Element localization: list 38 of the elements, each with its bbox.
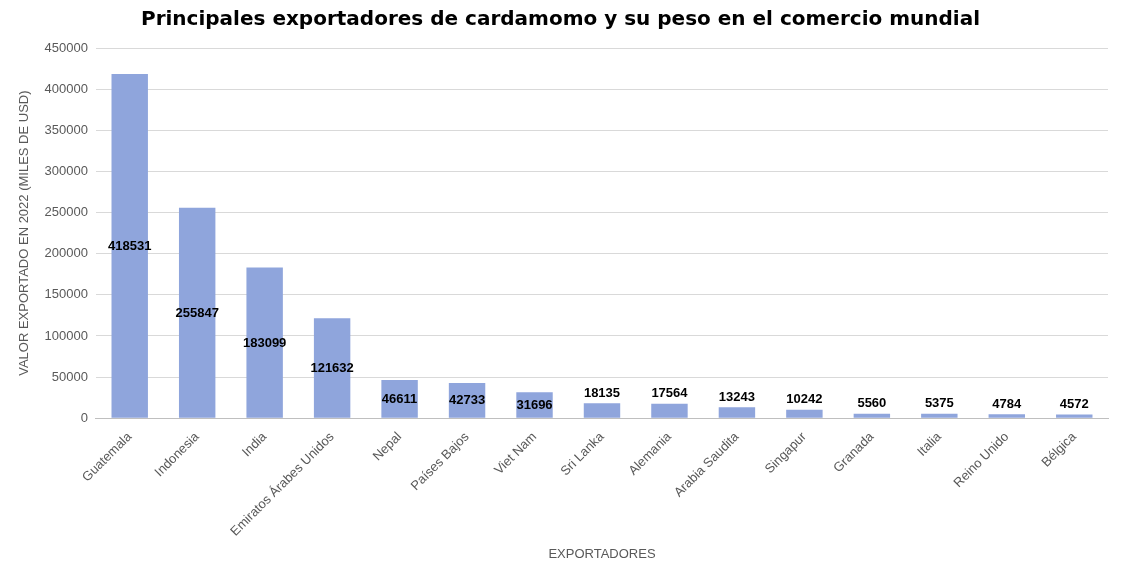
y-tick-label: 300000 bbox=[44, 163, 88, 178]
data-label: 121632 bbox=[310, 359, 354, 375]
data-label: 5560 bbox=[857, 395, 887, 411]
x-tick-label: Italia bbox=[913, 428, 945, 459]
y-tick-label: 400000 bbox=[44, 80, 88, 96]
y-tick-label: 50000 bbox=[51, 368, 88, 384]
y-tick-label: 0 bbox=[80, 409, 88, 425]
data-label: 18135 bbox=[583, 384, 621, 400]
bar bbox=[651, 403, 688, 418]
y-axis-title: VALOR EXPORTADO EN 2022 (MILES DE USD) bbox=[16, 90, 32, 376]
y-tick-label: 100000 bbox=[44, 327, 88, 343]
bar bbox=[786, 409, 823, 418]
data-label: 5375 bbox=[924, 395, 954, 411]
data-label: 42733 bbox=[448, 392, 486, 408]
bar bbox=[718, 407, 756, 418]
data-label: 183099 bbox=[242, 334, 287, 350]
data-label: 4784 bbox=[992, 395, 1023, 411]
data-label: 255847 bbox=[175, 304, 219, 320]
data-label: 13243 bbox=[718, 388, 755, 404]
bar bbox=[853, 413, 891, 418]
data-label: 4572 bbox=[1059, 396, 1089, 412]
bar bbox=[921, 413, 958, 418]
chart-title: Principales exportadores de cardamomo y su peso en el comercio mundial bbox=[140, 6, 981, 31]
y-tick-label: 200000 bbox=[44, 245, 88, 261]
data-label: 418531 bbox=[108, 237, 152, 253]
data-label: 17564 bbox=[651, 385, 689, 401]
x-tick-label: India bbox=[238, 428, 270, 460]
data-label: 46611 bbox=[381, 390, 418, 406]
y-tick-label: 150000 bbox=[44, 286, 88, 302]
y-tick-label: 250000 bbox=[44, 204, 88, 220]
y-tick-label: 350000 bbox=[44, 121, 88, 137]
bar bbox=[583, 403, 621, 418]
y-tick-label: 450000 bbox=[44, 39, 88, 55]
x-axis-title: EXPORTADORES bbox=[548, 545, 656, 561]
data-label: 10242 bbox=[786, 391, 823, 407]
bar bbox=[988, 414, 1026, 418]
bar bbox=[1056, 414, 1093, 418]
data-label: 31696 bbox=[516, 396, 553, 412]
